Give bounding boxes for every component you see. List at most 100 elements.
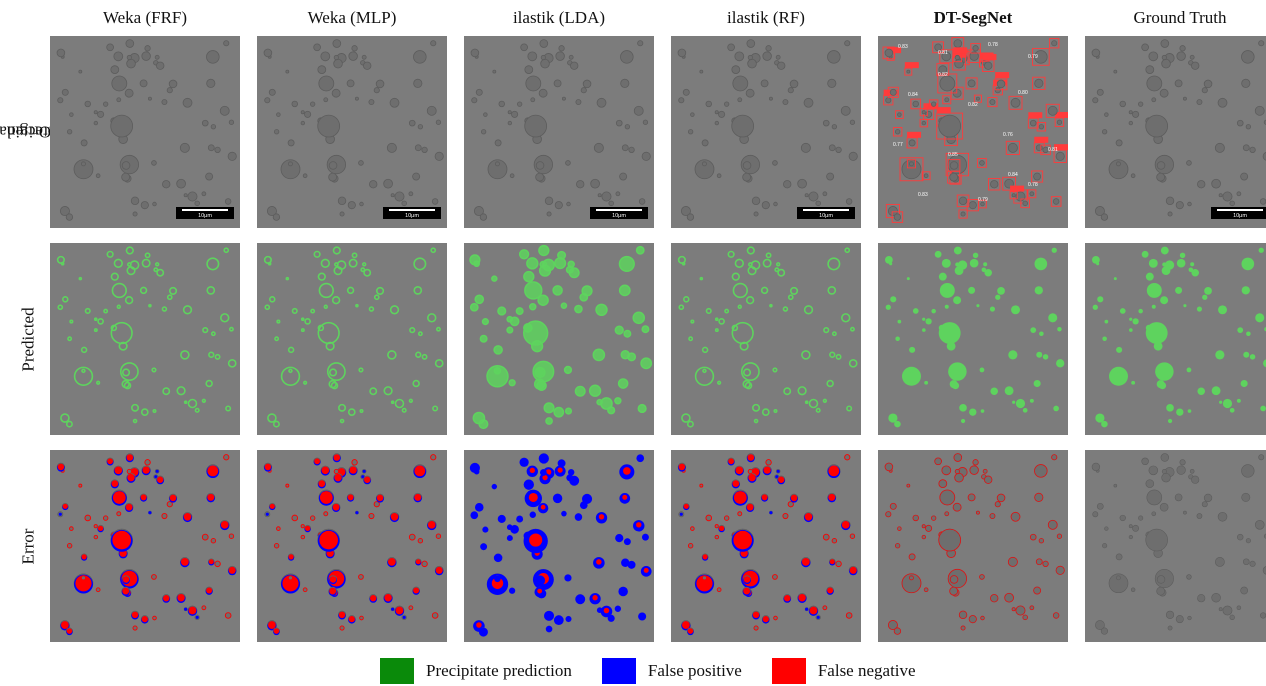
particle <box>147 96 152 101</box>
particle <box>558 45 565 52</box>
false-negative-outline <box>967 493 976 502</box>
predicted-ring <box>724 308 730 314</box>
particle <box>624 124 631 130</box>
particle <box>884 48 894 58</box>
false-negative-region <box>435 566 443 574</box>
predicted-ring <box>67 336 73 342</box>
false-negative-region <box>733 491 747 504</box>
predicted-region <box>979 367 985 373</box>
particle <box>765 45 772 52</box>
particle <box>1010 97 1021 108</box>
predicted-region <box>1222 398 1233 409</box>
particle <box>745 88 755 98</box>
particle <box>1145 528 1168 552</box>
false-positive-region <box>638 612 647 621</box>
false-negative-outline <box>373 501 380 508</box>
predicted-ring <box>206 286 216 295</box>
particle <box>777 61 786 70</box>
particle <box>273 129 280 135</box>
particle <box>1156 575 1166 584</box>
predicted-ring <box>326 362 346 382</box>
particle <box>535 161 545 170</box>
particle <box>979 160 985 166</box>
false-negative-region <box>841 520 850 529</box>
predicted-region <box>1241 257 1255 271</box>
particle <box>268 88 276 96</box>
particle <box>747 54 753 61</box>
particle <box>304 110 312 118</box>
detection-box <box>932 41 944 54</box>
predicted-ring <box>264 304 271 311</box>
false-negative-outline <box>941 465 952 476</box>
predicted-ring <box>413 257 427 271</box>
particle <box>408 119 416 127</box>
false-negative-outline <box>921 524 926 529</box>
predicted-ring <box>144 252 151 259</box>
particle <box>1201 501 1208 508</box>
predicted-ring <box>148 303 152 308</box>
false-negative-region <box>329 576 337 583</box>
particle <box>949 172 959 182</box>
particle <box>827 78 837 88</box>
predicted-ring <box>835 353 842 360</box>
particle <box>434 151 444 161</box>
predicted-ring <box>97 318 104 325</box>
particle <box>848 151 858 161</box>
predicted-region <box>959 404 967 412</box>
particle <box>761 201 770 210</box>
particle <box>507 120 513 126</box>
detection-score-tag <box>1055 111 1068 118</box>
particle <box>949 161 959 170</box>
predicted-ring <box>815 407 821 413</box>
false-negative-outline <box>291 514 299 522</box>
particle <box>1262 151 1266 161</box>
predicted-region <box>1109 366 1128 386</box>
particle <box>351 45 358 52</box>
false-negative-region <box>319 491 333 504</box>
predicted-region <box>557 250 567 260</box>
predicted-ring <box>65 420 73 428</box>
particle <box>1156 172 1166 182</box>
false-negative-outline <box>95 587 101 593</box>
predicted-ring <box>285 276 290 281</box>
particle <box>1187 615 1192 621</box>
predicted-ring <box>747 266 757 276</box>
particle <box>701 139 709 147</box>
predicted-region <box>618 255 635 273</box>
particle <box>93 120 99 126</box>
predicted-region <box>1160 296 1169 305</box>
particle <box>1038 124 1045 130</box>
predicted-ring <box>187 398 198 409</box>
predicted-region <box>1119 308 1126 314</box>
detection-box <box>977 158 987 168</box>
predicted-region <box>922 317 926 321</box>
predicted-region <box>1145 322 1168 344</box>
false-positive-region <box>544 610 555 621</box>
predicted-region <box>1260 405 1266 412</box>
predicted-region <box>1015 398 1026 409</box>
false-positive-region <box>506 524 513 531</box>
particle <box>597 193 602 198</box>
particle <box>426 105 437 116</box>
predicted-region <box>1012 400 1016 404</box>
false-negative-outline <box>765 459 772 466</box>
false-negative-outline <box>938 479 948 489</box>
predicted-ring <box>731 321 754 345</box>
particle <box>332 39 342 48</box>
false-negative-region <box>798 593 806 602</box>
predicted-ring <box>304 318 311 325</box>
predicted-region <box>1146 282 1162 298</box>
predicted-region <box>980 409 985 413</box>
predicted-ring <box>151 367 157 373</box>
false-negative-region <box>206 587 213 594</box>
false-negative-outline <box>201 533 209 541</box>
particle <box>1242 558 1250 566</box>
predicted-ring <box>789 286 799 295</box>
predicted-ring <box>844 247 851 254</box>
particle <box>1145 114 1169 138</box>
false-negative-region <box>415 559 421 565</box>
particle <box>1236 119 1244 127</box>
particle <box>110 65 120 75</box>
false-positive-region <box>529 511 536 518</box>
particle <box>95 173 101 179</box>
